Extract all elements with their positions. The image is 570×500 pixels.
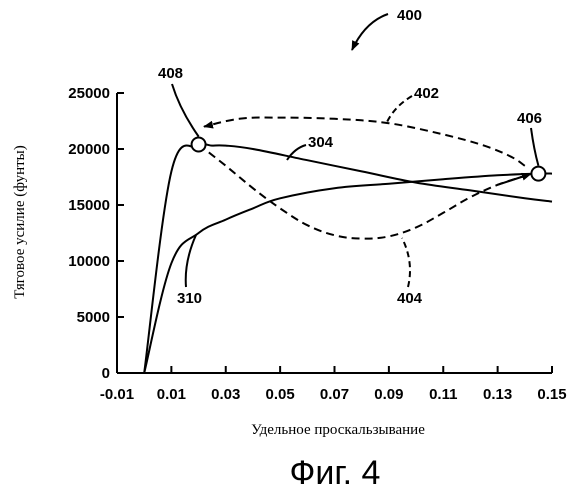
series-line-304 <box>144 144 552 373</box>
x-tick-label: 0.03 <box>211 386 240 403</box>
marker-406 <box>531 167 545 181</box>
label-304: 304 <box>308 134 334 151</box>
axis-ticks: -0.01 0.01 0.03 0.05 0.07 0.09 0.11 0.13 0.15 0 50… <box>68 85 566 403</box>
x-tick-label: 0.11 <box>429 386 457 403</box>
x-tick-label: 0.13 <box>483 386 512 403</box>
leader-406 <box>531 128 538 166</box>
figure-number-label: 400 <box>397 7 422 24</box>
y-axis-title: Тяговое усилие (фунты) <box>12 145 28 298</box>
leader-310 <box>186 235 196 287</box>
x-axis-title: Удельное проскальзывание <box>251 422 425 438</box>
y-tick-label: 25000 <box>68 85 110 102</box>
leader-404 <box>402 238 410 287</box>
series-line-310 <box>144 173 552 373</box>
figure-caption: Фиг. 4 <box>290 454 381 492</box>
x-tick-label: 0.15 <box>537 386 566 403</box>
y-tick-label: 20000 <box>68 141 110 158</box>
arrow-group <box>204 118 531 185</box>
x-tick-label: 0.05 <box>266 386 295 403</box>
label-402: 402 <box>414 85 439 102</box>
series-group <box>144 144 552 373</box>
y-tick-label: 0 <box>102 365 110 382</box>
y-tick-label: 10000 <box>68 253 110 270</box>
x-tick-label: 0.01 <box>157 386 186 403</box>
label-310: 310 <box>177 290 202 307</box>
x-tick-label: 0.07 <box>320 386 349 403</box>
label-406: 406 <box>517 110 542 127</box>
x-tick-label: -0.01 <box>100 386 134 403</box>
marker-group <box>192 138 546 181</box>
x-tick-label: 0.09 <box>374 386 403 403</box>
figure-number-pointer <box>352 14 388 50</box>
y-tick-label: 15000 <box>68 197 110 214</box>
label-408: 408 <box>158 65 183 82</box>
marker-408 <box>192 138 206 152</box>
y-tick-label: 5000 <box>77 309 110 326</box>
leader-402 <box>387 96 412 122</box>
leader-408 <box>172 84 199 137</box>
arrow-402 <box>204 118 525 166</box>
label-404: 404 <box>397 290 423 307</box>
